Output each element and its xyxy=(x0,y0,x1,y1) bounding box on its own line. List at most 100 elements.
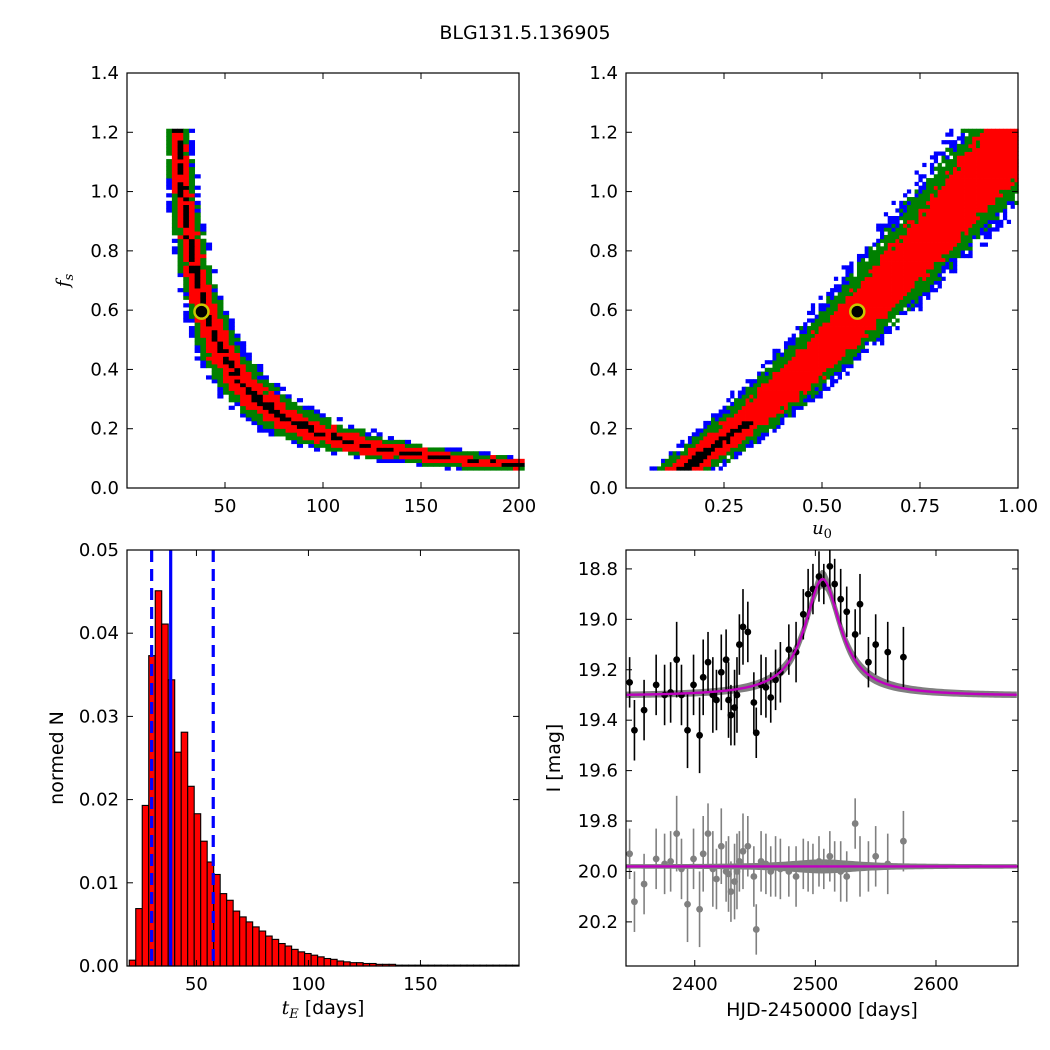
heatmap-cell xyxy=(484,462,491,467)
heatmap-cell xyxy=(845,356,850,361)
heatmap-cell xyxy=(887,303,892,308)
heatmap-cell xyxy=(876,299,881,304)
heatmap-cell xyxy=(200,348,207,353)
data-point xyxy=(684,900,691,908)
heatmap-cell xyxy=(302,439,309,445)
heatmap-cell xyxy=(279,420,286,426)
heatmap-cell xyxy=(1014,159,1019,164)
heatmap-cell xyxy=(845,363,850,369)
heatmap-cell xyxy=(880,284,885,289)
heatmap-cell xyxy=(444,451,451,456)
heatmap-cell xyxy=(251,363,258,369)
heatmap-cell xyxy=(906,280,912,285)
heatmap-cell xyxy=(810,345,816,350)
data-point xyxy=(826,562,834,570)
heatmap-cell xyxy=(166,178,173,183)
heatmap-cell xyxy=(336,428,343,433)
heatmap-cell xyxy=(883,307,889,312)
heatmap-cell xyxy=(772,417,777,422)
heatmap-cell xyxy=(194,200,201,206)
heatmap-cell xyxy=(404,439,412,445)
heatmap-cell xyxy=(899,246,904,251)
heatmap-cell xyxy=(726,428,731,433)
heatmap-cell xyxy=(791,360,796,365)
heatmap-cell xyxy=(177,231,184,236)
heatmap-cell xyxy=(205,341,213,346)
heatmap-cell xyxy=(703,466,708,471)
heatmap-cell xyxy=(285,436,292,441)
heatmap-cell xyxy=(387,455,394,460)
heatmap-cell xyxy=(760,424,766,429)
heatmap-cell xyxy=(972,181,977,187)
heatmap-cell xyxy=(956,227,962,232)
heatmap-cell xyxy=(211,363,218,369)
heatmap-cell xyxy=(240,405,247,410)
heatmap-cell xyxy=(995,197,1000,202)
heatmap-cell xyxy=(336,447,343,452)
heatmap-cell xyxy=(234,394,241,399)
heatmap-cell xyxy=(826,386,831,391)
heatmap-cell xyxy=(365,443,372,448)
heatmap-cell xyxy=(664,458,670,464)
heatmap-cell xyxy=(257,386,264,391)
heatmap-cell xyxy=(949,170,954,175)
heatmap-cell xyxy=(319,443,326,448)
heatmap-cell xyxy=(895,215,900,221)
heatmap-cell xyxy=(926,227,931,232)
heatmap-cell xyxy=(393,447,400,452)
heatmap-cell xyxy=(887,215,892,221)
heatmap-cell xyxy=(860,341,866,346)
heatmap-cell xyxy=(507,462,514,467)
heatmap-cell xyxy=(837,337,842,342)
heatmap-cell xyxy=(1006,185,1012,190)
y-axis-label: I [mag] xyxy=(543,724,565,793)
heatmap-cell xyxy=(853,318,858,323)
heatmap-cell xyxy=(864,348,869,353)
heatmap-cell xyxy=(833,307,839,312)
heatmap-cell xyxy=(991,136,996,141)
heatmap-cell xyxy=(914,238,919,243)
heatmap-cell xyxy=(171,200,178,206)
heatmap-cell xyxy=(783,360,789,365)
histogram-bar xyxy=(135,908,143,967)
heatmap-cell xyxy=(995,208,1000,213)
heatmap-cell xyxy=(949,261,954,266)
heatmap-cell xyxy=(956,147,962,152)
heatmap-cell xyxy=(841,367,846,372)
heatmap-cell xyxy=(880,227,885,232)
heatmap-cell xyxy=(737,424,743,429)
heatmap-cell xyxy=(757,417,762,422)
heatmap-cell xyxy=(941,246,946,251)
heatmap-cell xyxy=(918,307,923,312)
heatmap-cell xyxy=(999,166,1004,171)
heatmap-cell xyxy=(953,238,958,243)
heatmap-cell xyxy=(937,253,942,259)
heatmap-cell xyxy=(999,140,1004,145)
heatmap-cell xyxy=(956,238,962,243)
heatmap-cell xyxy=(864,329,869,335)
heatmap-cell xyxy=(200,227,207,232)
heatmap-cell xyxy=(983,155,988,160)
heatmap-cell xyxy=(753,390,758,395)
heatmap-cell xyxy=(933,276,939,281)
heatmap-cell xyxy=(983,170,988,175)
heatmap-cell xyxy=(976,128,981,133)
x-tick-label: 150 xyxy=(404,496,438,517)
heatmap-cell xyxy=(359,432,366,437)
heatmap-cell xyxy=(945,147,950,152)
heatmap-cell xyxy=(822,379,827,384)
heatmap-cell xyxy=(945,208,950,213)
heatmap-cell xyxy=(768,390,773,395)
heatmap-cell xyxy=(507,458,514,464)
heatmap-cell xyxy=(833,303,839,308)
heatmap-cell xyxy=(325,439,332,445)
heatmap-cell xyxy=(291,420,298,426)
heatmap-cell xyxy=(945,265,950,270)
heatmap-cell xyxy=(211,299,218,304)
model-uncertainty-band xyxy=(626,570,1017,699)
histogram-bar xyxy=(161,623,169,967)
heatmap-cell xyxy=(342,447,349,452)
heatmap-cell xyxy=(228,371,235,376)
heatmap-cell xyxy=(410,455,417,460)
heatmap-cell xyxy=(245,398,252,403)
